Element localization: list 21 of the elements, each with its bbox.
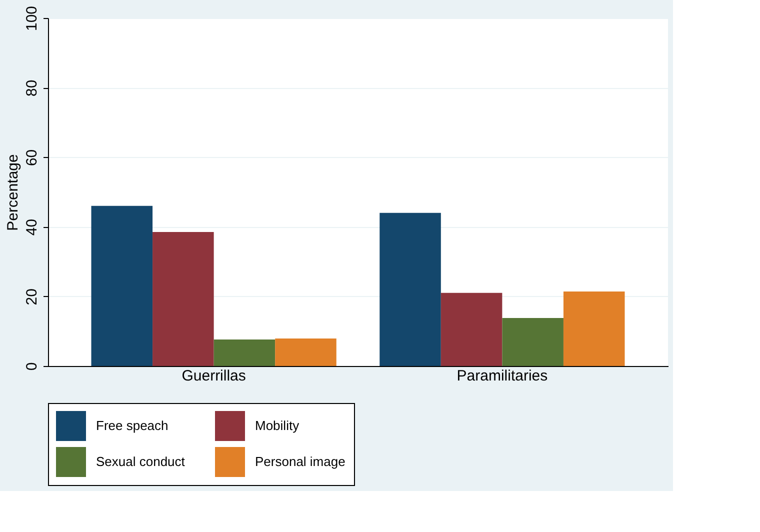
bar	[214, 340, 276, 366]
bar	[440, 292, 502, 366]
bar	[502, 318, 564, 366]
x-tick-label: Paramilitaries	[456, 368, 548, 384]
y-tick-label: 40	[24, 218, 40, 236]
bar	[275, 338, 336, 366]
bar	[91, 206, 153, 366]
legend-label: Personal image	[255, 454, 346, 469]
y-axis-title: Percentage	[4, 154, 22, 231]
legend-label: Mobility	[255, 418, 300, 433]
x-tick-label: Guerrillas	[182, 368, 246, 384]
bar	[563, 292, 625, 366]
y-tick-label: 60	[24, 149, 40, 166]
y-tick-label: 80	[24, 80, 40, 96]
legend-label: Free speach	[96, 418, 168, 433]
y-tick-label: 100	[24, 6, 40, 32]
y-tick-label: 20	[24, 288, 40, 306]
bar	[152, 232, 214, 366]
y-tick-label: 0	[24, 362, 40, 371]
legend-label: Sexual conduct	[96, 454, 186, 469]
bar	[380, 212, 441, 366]
